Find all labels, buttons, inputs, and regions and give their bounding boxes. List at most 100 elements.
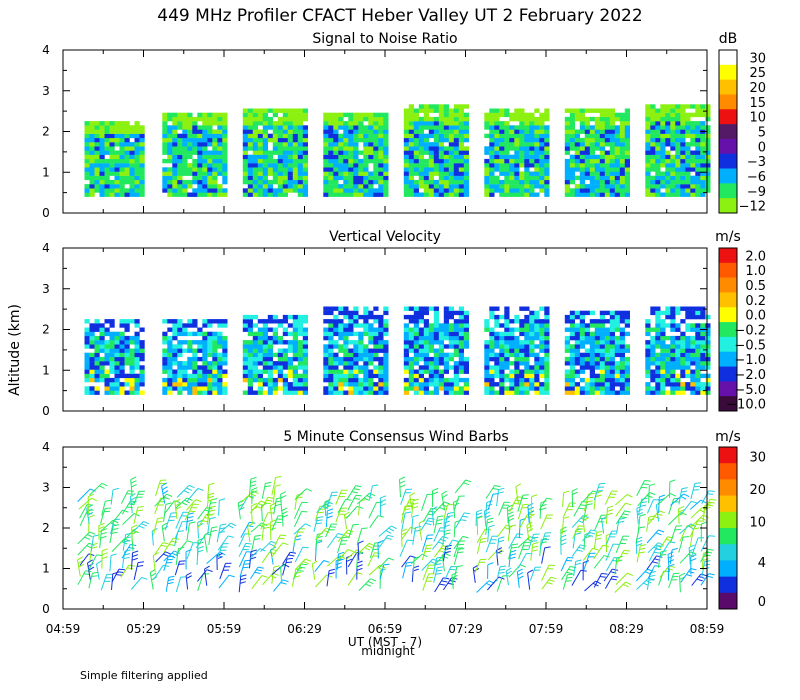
wind-barb-flag bbox=[251, 502, 258, 507]
heatmap-cell bbox=[645, 340, 651, 345]
heatmap-cell bbox=[242, 365, 248, 370]
heatmap-cell bbox=[212, 192, 218, 197]
heatmap-cell bbox=[650, 310, 656, 316]
heatmap-cell bbox=[124, 146, 130, 151]
heatmap-cell bbox=[544, 146, 550, 151]
heatmap-cell bbox=[328, 344, 334, 349]
heatmap-cell bbox=[448, 116, 454, 122]
heatmap-cell bbox=[134, 150, 140, 155]
wind-barb bbox=[186, 521, 196, 541]
heatmap-cell bbox=[645, 163, 651, 168]
heatmap-cell bbox=[333, 167, 339, 172]
heatmap-cell bbox=[182, 382, 188, 387]
wind-barb-staff bbox=[86, 508, 90, 525]
wind-barb bbox=[369, 515, 384, 528]
heatmap-cell bbox=[277, 335, 283, 341]
heatmap-cell bbox=[614, 163, 620, 168]
heatmap-cell bbox=[619, 327, 625, 332]
heatmap-cell bbox=[534, 129, 540, 134]
wind-barb bbox=[337, 536, 349, 554]
heatmap-cell bbox=[162, 331, 168, 337]
heatmap-cell bbox=[348, 150, 354, 155]
wind-barb bbox=[402, 561, 413, 579]
heatmap-cell bbox=[187, 171, 193, 176]
heatmap-cell bbox=[428, 390, 434, 395]
heatmap-cell bbox=[569, 121, 575, 126]
heatmap-cell bbox=[443, 167, 449, 172]
heatmap-cell bbox=[675, 361, 681, 366]
heatmap-cell bbox=[338, 369, 344, 374]
wind-barb bbox=[164, 512, 177, 531]
heatmap-cell bbox=[373, 116, 379, 122]
heatmap-cell bbox=[323, 116, 329, 122]
colorbar-swatch bbox=[719, 396, 737, 412]
heatmap-cell bbox=[519, 121, 525, 126]
heatmap-cell bbox=[292, 125, 298, 130]
heatmap-cell bbox=[660, 365, 666, 370]
heatmap-cell bbox=[94, 356, 100, 362]
heatmap-cell bbox=[262, 167, 268, 172]
heatmap-cell bbox=[348, 310, 354, 316]
heatmap-cell bbox=[660, 154, 666, 160]
heatmap-cell bbox=[423, 323, 429, 328]
heatmap-cell bbox=[109, 171, 115, 176]
heatmap-cell bbox=[119, 340, 125, 345]
heatmap-cell bbox=[675, 154, 681, 160]
heatmap-cell bbox=[358, 352, 364, 358]
wind-barb-staff bbox=[356, 553, 359, 569]
wind-barb-flag bbox=[219, 551, 226, 556]
heatmap-cell bbox=[212, 361, 218, 366]
wind-barb-staff bbox=[358, 501, 361, 516]
heatmap-cell bbox=[539, 171, 545, 176]
heatmap-cell bbox=[323, 306, 329, 311]
heatmap-cell bbox=[655, 314, 661, 320]
heatmap-cell bbox=[609, 356, 615, 362]
heatmap-cell bbox=[579, 112, 585, 118]
wind-barb bbox=[153, 564, 170, 580]
wind-barb-flag bbox=[267, 496, 275, 499]
heatmap-cell bbox=[564, 373, 570, 379]
heatmap-cell bbox=[589, 310, 595, 316]
wind-barb bbox=[261, 523, 270, 541]
heatmap-cell bbox=[574, 116, 580, 122]
heatmap-cell bbox=[247, 112, 253, 118]
heatmap-cell bbox=[343, 167, 349, 172]
heatmap-cell bbox=[599, 158, 605, 164]
heatmap-cell bbox=[84, 373, 90, 379]
wind-barb-flag bbox=[131, 483, 137, 488]
heatmap-cell bbox=[589, 163, 595, 168]
heatmap-cell bbox=[438, 356, 444, 362]
heatmap-cell bbox=[222, 129, 228, 134]
heatmap-cell bbox=[675, 306, 681, 311]
heatmap-cell bbox=[378, 323, 384, 328]
heatmap-cell bbox=[182, 129, 188, 134]
heatmap-cell bbox=[705, 184, 711, 189]
heatmap-cell bbox=[463, 104, 469, 109]
wind-barb-flag bbox=[187, 516, 194, 519]
wind-barb-flag bbox=[432, 487, 439, 492]
colorbar-swatch bbox=[719, 351, 737, 367]
heatmap-cell bbox=[119, 386, 125, 391]
heatmap-cell bbox=[333, 125, 339, 130]
wind-barb-flag bbox=[452, 539, 459, 542]
heatmap-cell bbox=[272, 167, 278, 172]
heatmap-cell bbox=[463, 310, 469, 316]
heatmap-cell bbox=[579, 323, 585, 328]
heatmap-cell bbox=[302, 382, 308, 387]
colorbar-swatch bbox=[719, 109, 737, 125]
heatmap-cell bbox=[104, 158, 110, 164]
heatmap-cell bbox=[700, 150, 706, 155]
heatmap-block bbox=[162, 319, 228, 395]
wind-barb-flag bbox=[197, 488, 204, 491]
heatmap-cell bbox=[109, 356, 115, 362]
heatmap-cell bbox=[182, 146, 188, 151]
heatmap-cell bbox=[569, 319, 575, 324]
heatmap-cell bbox=[84, 344, 90, 349]
heatmap-cell bbox=[217, 125, 223, 130]
heatmap-cell bbox=[534, 133, 540, 139]
wind-barb-staff bbox=[197, 507, 207, 520]
heatmap-cell bbox=[378, 125, 384, 130]
heatmap-cell bbox=[99, 137, 105, 143]
heatmap-cell bbox=[458, 352, 464, 358]
heatmap-cell bbox=[413, 335, 419, 341]
